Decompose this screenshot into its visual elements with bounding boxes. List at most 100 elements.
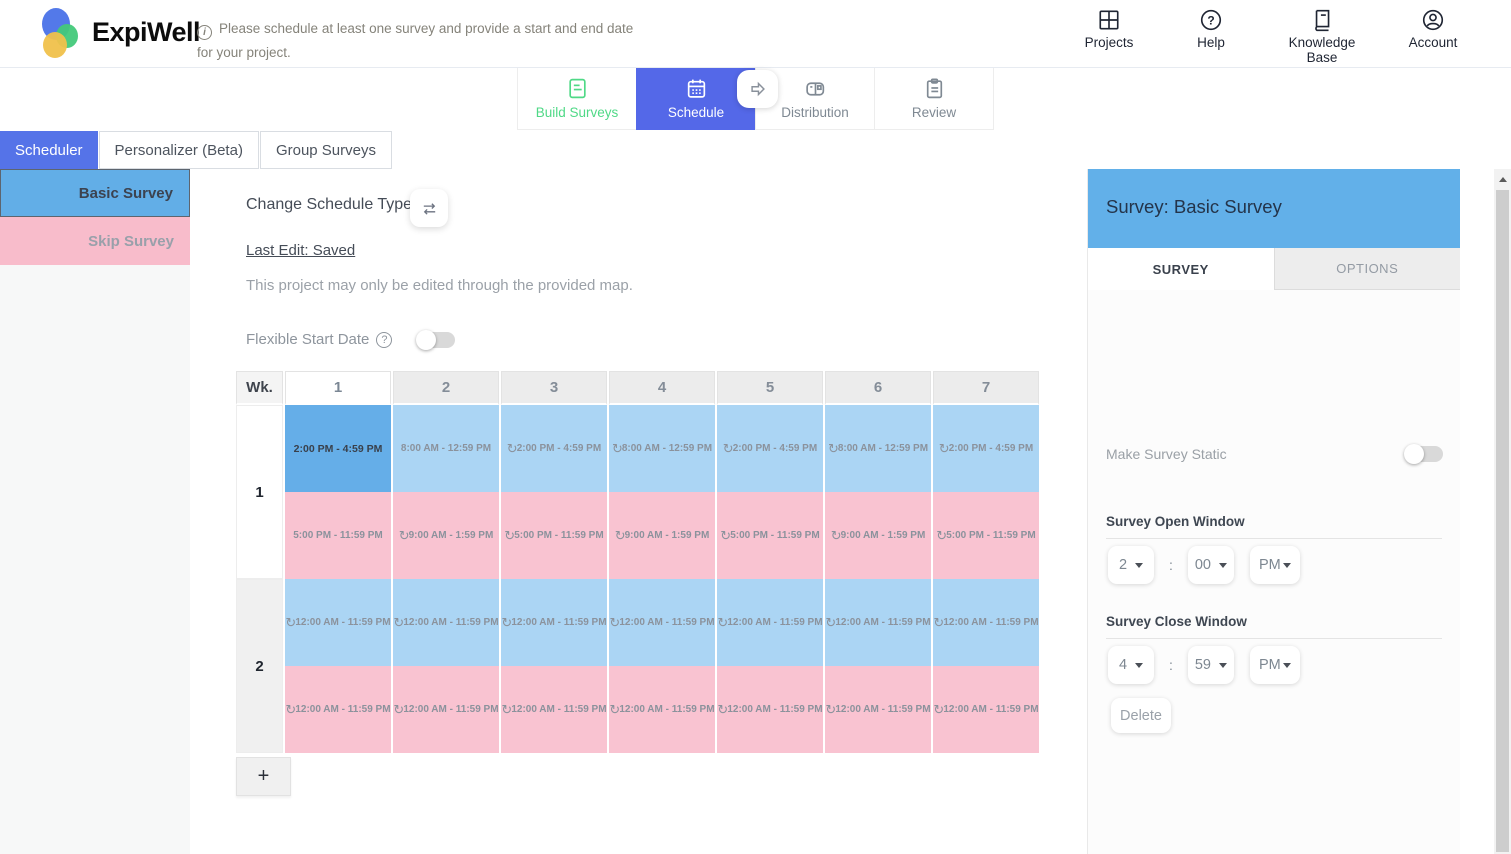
panel-body: Make Survey Static Survey Open Window 2 … xyxy=(1088,290,1460,854)
nav-help[interactable]: ? Help xyxy=(1181,8,1241,65)
schedule-cell[interactable]: ↻ 12:00 AM - 11:59 PM xyxy=(501,579,607,666)
schedule-cell[interactable]: ↻ 12:00 AM - 11:59 PM xyxy=(285,666,391,753)
schedule-cell[interactable]: ↻ 5:00 PM - 11:59 PM xyxy=(933,492,1039,579)
schedule-cell[interactable]: ↻ 2:00 PM - 4:59 PM xyxy=(717,405,823,492)
open-minute-dropdown[interactable]: 00 xyxy=(1187,546,1234,584)
grid-day-header[interactable]: 2 xyxy=(393,371,499,405)
grid-day-header[interactable]: 7 xyxy=(933,371,1039,405)
schedule-cell[interactable]: ↻ 9:00 AM - 1:59 PM xyxy=(393,492,499,579)
schedule-cell[interactable]: ↻ 9:00 AM - 1:59 PM xyxy=(609,492,715,579)
repeat-icon: ↻ xyxy=(938,441,950,456)
close-period-dropdown[interactable]: PM xyxy=(1249,646,1300,684)
delete-button[interactable]: Delete xyxy=(1111,698,1171,733)
repeat-icon: ↻ xyxy=(611,441,623,456)
schedule-cell[interactable]: ↻ 2:00 PM - 4:59 PM xyxy=(501,405,607,492)
survey-close-window-heading: Survey Close Window xyxy=(1106,614,1247,629)
schedule-cell[interactable]: 5:00 PM - 11:59 PM xyxy=(285,492,391,579)
schedule-cell[interactable]: ↻ 12:00 AM - 11:59 PM xyxy=(285,579,391,666)
advance-step-button[interactable] xyxy=(737,70,778,108)
schedule-cell[interactable]: ↻ 12:00 AM - 11:59 PM xyxy=(609,666,715,753)
repeat-icon: ↻ xyxy=(504,528,516,543)
vertical-scrollbar[interactable] xyxy=(1494,169,1511,854)
schedule-cell[interactable]: ↻ 8:00 AM - 12:59 PM xyxy=(609,405,715,492)
schedule-cell[interactable]: ↻ 12:00 AM - 11:59 PM xyxy=(825,666,931,753)
question-icon[interactable]: ? xyxy=(376,331,393,348)
schedule-cell[interactable]: ↻ 5:00 PM - 11:59 PM xyxy=(717,492,823,579)
add-week-button[interactable]: + xyxy=(236,757,291,796)
nav-projects[interactable]: Projects xyxy=(1079,8,1139,65)
scrollbar-thumb[interactable] xyxy=(1496,190,1509,852)
schedule-cell[interactable]: 8:00 AM - 12:59 PM xyxy=(393,405,499,492)
schedule-cell[interactable]: ↻ 12:00 AM - 11:59 PM xyxy=(393,666,499,753)
repeat-icon: ↻ xyxy=(285,702,297,717)
schedule-cell[interactable]: ↻ 2:00 PM - 4:59 PM xyxy=(933,405,1039,492)
scheduler-subtabs: Scheduler Personalizer (Beta) Group Surv… xyxy=(0,131,392,169)
schedule-cell[interactable]: ↻ 12:00 AM - 11:59 PM xyxy=(933,666,1039,753)
nav-account[interactable]: Account xyxy=(1403,8,1463,65)
header-nav: Projects ? Help Knowledge Base Account xyxy=(1079,8,1463,65)
sidebar-item-basic-survey[interactable]: Basic Survey xyxy=(0,169,190,217)
svg-text:?: ? xyxy=(1207,13,1214,27)
close-minute-dropdown[interactable]: 59 xyxy=(1187,646,1234,684)
schedule-cell[interactable]: ↻ 12:00 AM - 11:59 PM xyxy=(933,579,1039,666)
info-icon: i xyxy=(197,25,212,40)
help-icon: ? xyxy=(1200,9,1222,31)
open-hour-dropdown[interactable]: 2 xyxy=(1108,546,1154,584)
schedule-cell[interactable]: ↻ 12:00 AM - 11:59 PM xyxy=(501,666,607,753)
flexible-start-date-label: Flexible Start Date ? xyxy=(246,331,393,348)
repeat-icon: ↻ xyxy=(722,441,734,456)
swap-arrows-icon xyxy=(423,202,435,215)
panel-tab-options[interactable]: OPTIONS xyxy=(1273,248,1460,290)
schedule-cell[interactable]: ↻ 12:00 AM - 11:59 PM xyxy=(717,666,823,753)
open-period-dropdown[interactable]: PM xyxy=(1249,546,1300,584)
tab-schedule[interactable]: Schedule xyxy=(636,68,755,130)
schedule-cell[interactable]: ↻ 9:00 AM - 1:59 PM xyxy=(825,492,931,579)
schedule-cell[interactable]: ↻ 8:00 AM - 12:59 PM xyxy=(825,405,931,492)
schedule-cell[interactable]: ↻ 12:00 AM - 11:59 PM xyxy=(825,579,931,666)
panel-tab-survey[interactable]: SURVEY xyxy=(1088,248,1274,290)
nav-knowledge-base[interactable]: Knowledge Base xyxy=(1283,8,1361,65)
repeat-icon: ↻ xyxy=(830,528,842,543)
make-survey-static-toggle[interactable] xyxy=(1404,444,1443,464)
survey-detail-panel: Survey: Basic Survey SURVEY OPTIONS Make… xyxy=(1087,169,1460,854)
expiwell-logo-icon[interactable] xyxy=(36,8,86,60)
week-label: 2 xyxy=(236,579,283,753)
close-hour-dropdown[interactable]: 4 xyxy=(1108,646,1154,684)
caret-down-icon xyxy=(1282,662,1291,668)
repeat-icon: ↻ xyxy=(614,528,626,543)
scroll-up-button[interactable] xyxy=(1494,169,1511,189)
repeat-icon: ↻ xyxy=(398,528,410,543)
change-schedule-type-button[interactable] xyxy=(410,189,448,227)
schedule-cell[interactable]: 2:00 PM - 4:59 PM xyxy=(285,405,391,492)
schedule-main: Change Schedule Type Last Edit: Saved Th… xyxy=(190,169,1087,854)
sidebar-item-skip-survey[interactable]: Skip Survey xyxy=(0,217,190,265)
subtab-personalizer[interactable]: Personalizer (Beta) xyxy=(98,131,259,169)
repeat-icon: ↻ xyxy=(825,702,837,717)
grid-day-header[interactable]: 3 xyxy=(501,371,607,405)
change-schedule-type-label: Change Schedule Type xyxy=(246,196,413,213)
grid-day-header[interactable]: 5 xyxy=(717,371,823,405)
grid-day-header[interactable]: 4 xyxy=(609,371,715,405)
schedule-calendar-icon xyxy=(687,79,705,98)
repeat-icon: ↻ xyxy=(933,615,945,630)
schedule-notice: i Please schedule at least one survey and… xyxy=(197,21,634,60)
flexible-start-date-toggle[interactable] xyxy=(416,330,455,350)
last-edit-status: Last Edit: Saved xyxy=(246,242,356,259)
subtab-scheduler[interactable]: Scheduler xyxy=(0,131,98,169)
chevron-up-icon xyxy=(1498,176,1507,182)
schedule-cell[interactable]: ↻ 12:00 AM - 11:59 PM xyxy=(393,579,499,666)
grid-day-header[interactable]: 6 xyxy=(825,371,931,405)
schedule-cell[interactable]: ↻ 5:00 PM - 11:59 PM xyxy=(501,492,607,579)
tab-build-surveys[interactable]: Build Surveys xyxy=(517,68,636,130)
schedule-cell[interactable]: ↻ 12:00 AM - 11:59 PM xyxy=(717,579,823,666)
schedule-cell[interactable]: ↻ 12:00 AM - 11:59 PM xyxy=(609,579,715,666)
caret-down-icon xyxy=(1135,562,1144,568)
account-icon xyxy=(1422,9,1444,31)
tab-review[interactable]: Review xyxy=(874,68,993,130)
grid-day-header[interactable]: 1 xyxy=(285,371,391,405)
arrow-right-icon xyxy=(750,81,765,97)
subtab-group-surveys[interactable]: Group Surveys xyxy=(259,131,392,169)
repeat-icon: ↻ xyxy=(393,702,405,717)
survey-list-sidebar: Basic Survey Skip Survey xyxy=(0,169,190,854)
app-header: ExpiWell i Please schedule at least one s… xyxy=(0,0,1511,68)
